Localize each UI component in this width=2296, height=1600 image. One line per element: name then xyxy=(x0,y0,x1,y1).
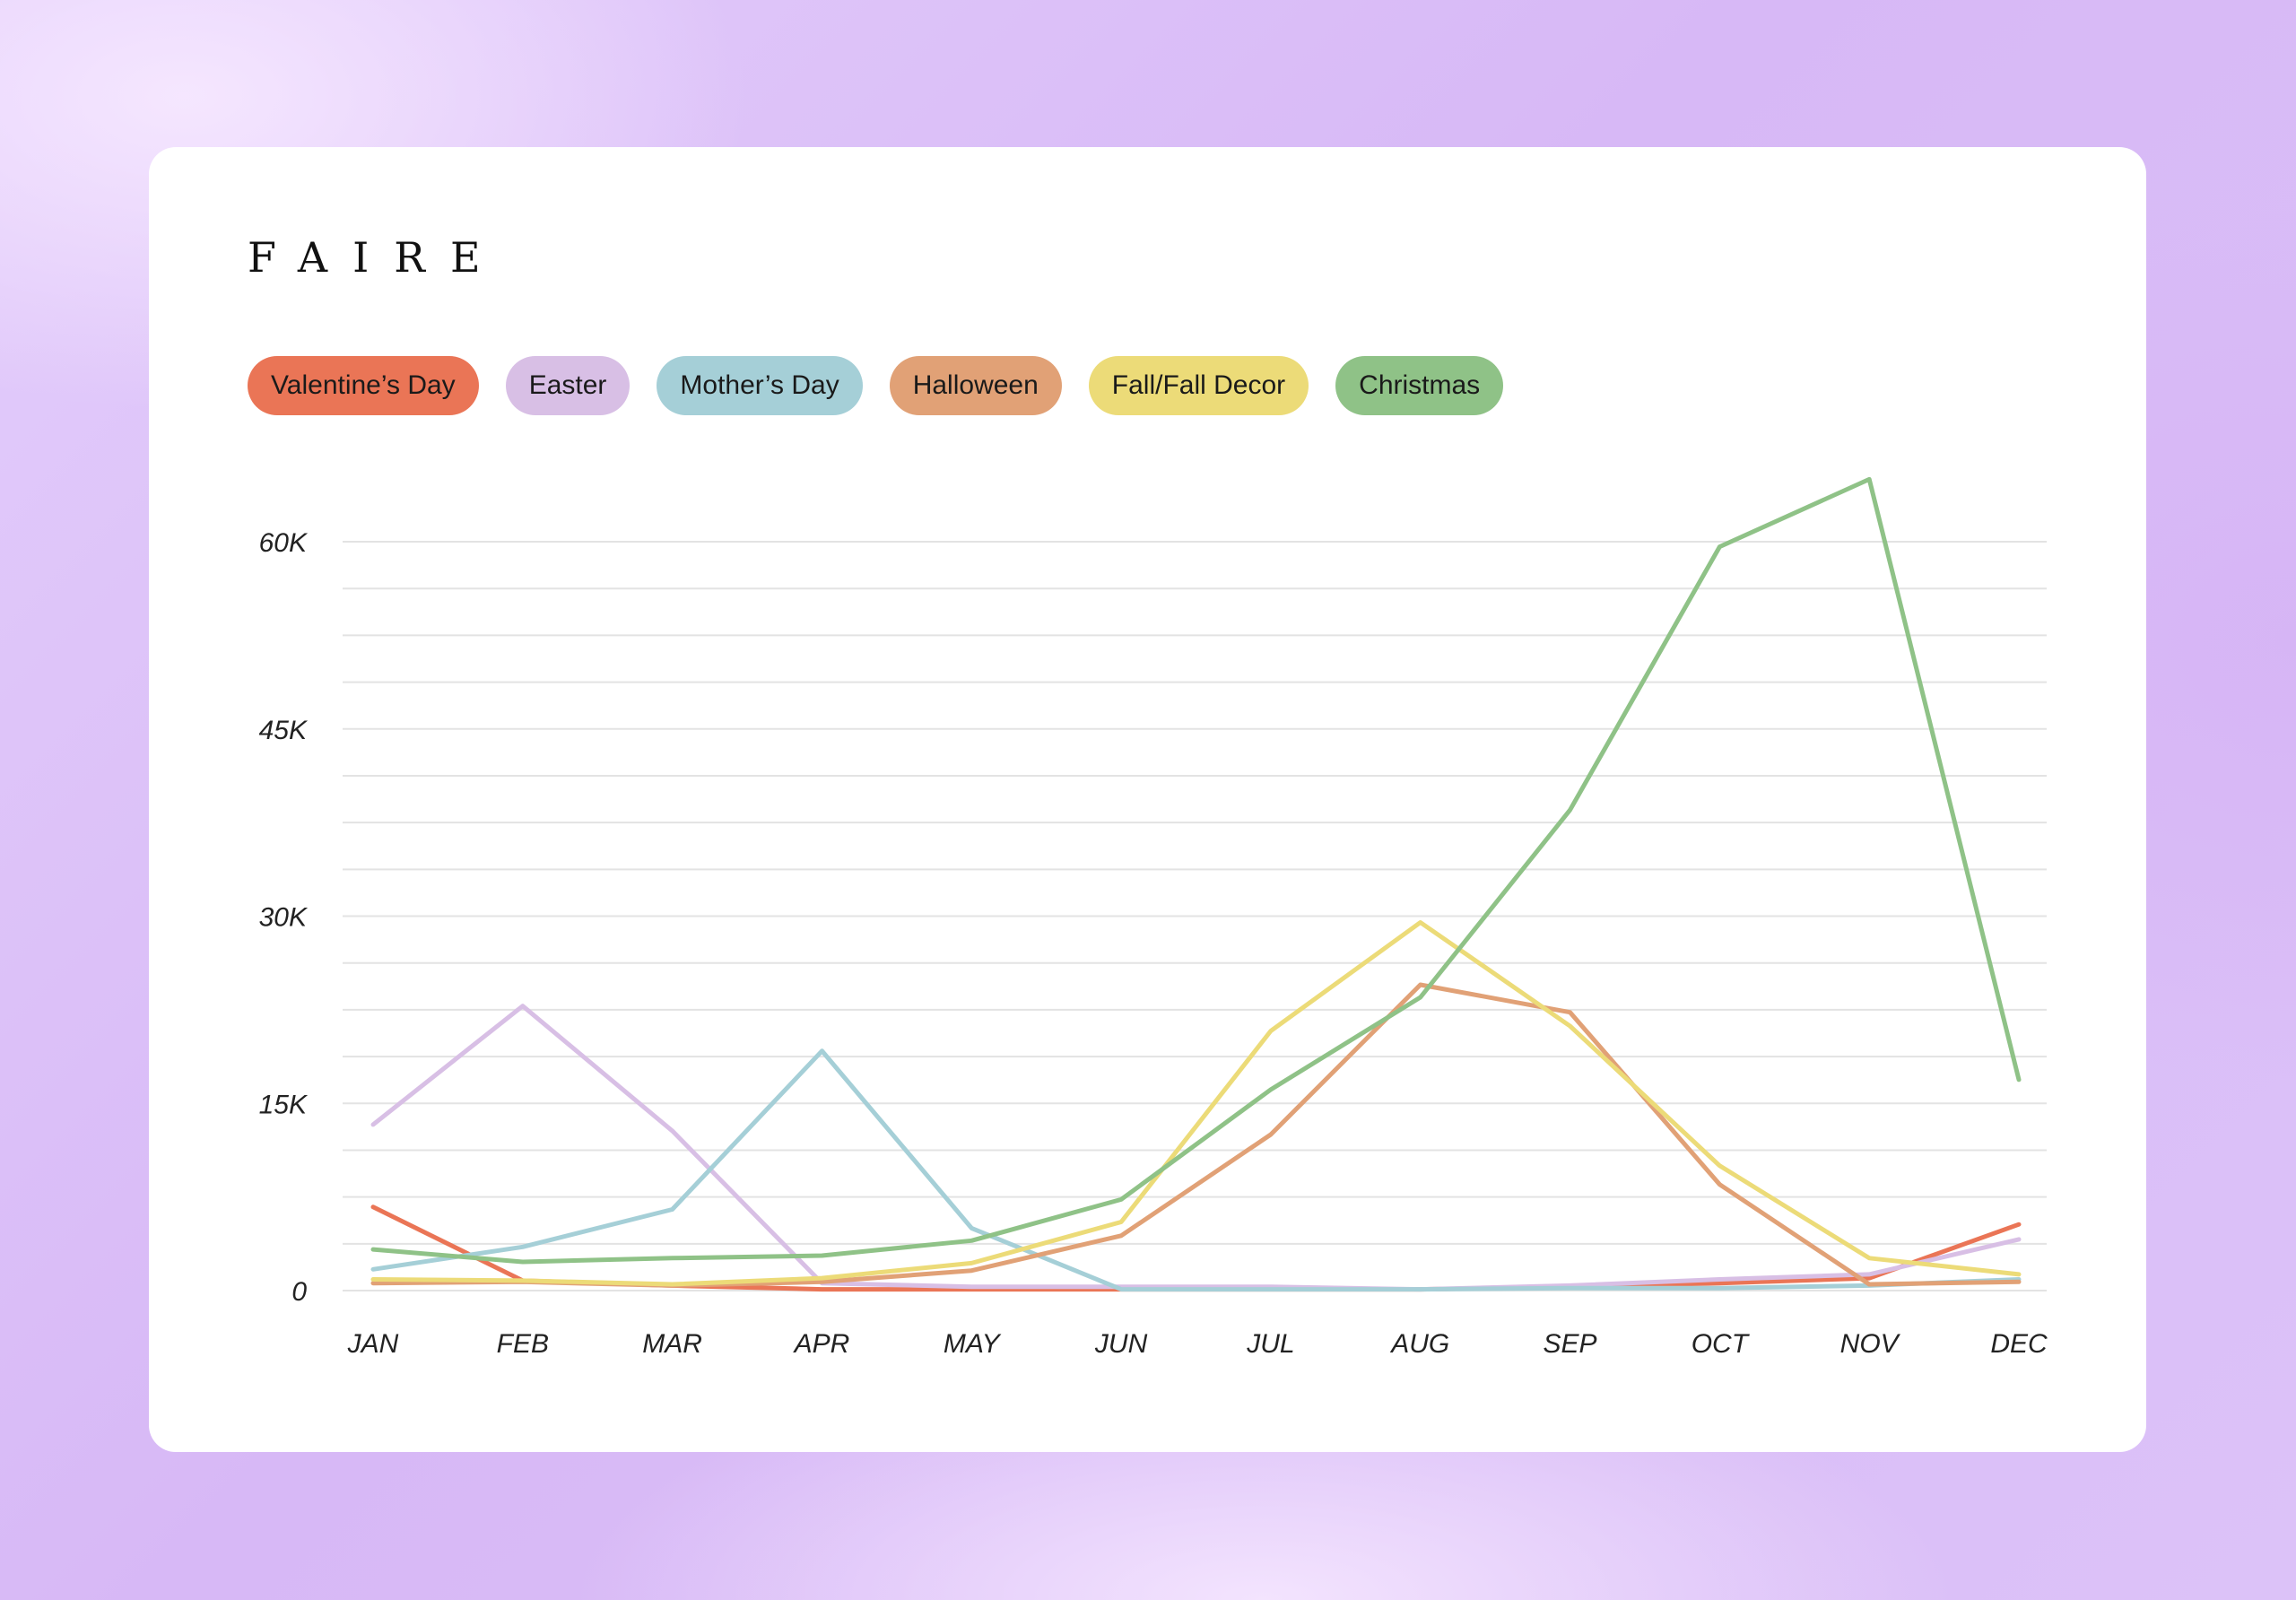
brand-logo: FAIRE xyxy=(248,233,506,282)
line-chart: 0 15K 30K 45K 60K JAN FEB MAR APR MAY JUN JUL AUG SE… xyxy=(259,476,2048,1359)
chart-legend: Valentine’s Day Easter Mother’s Day Hallowe… xyxy=(248,356,1504,415)
legend-item-valentine-s-day[interactable]: Valentine’s Day xyxy=(248,356,479,415)
x-tick-label: AUG xyxy=(1389,1329,1449,1359)
x-tick-label: MAR xyxy=(642,1329,702,1359)
y-tick-label: 15K xyxy=(259,1090,309,1119)
legend-item-easter[interactable]: Easter xyxy=(505,356,631,415)
legend-item-christmas[interactable]: Christmas xyxy=(1335,356,1504,415)
legend-item-fall-fall-decor[interactable]: Fall/Fall Decor xyxy=(1088,356,1309,415)
y-tick-label: 60K xyxy=(259,528,309,558)
chart-card: FAIRE Valentine’s Day Easter Mother’s Day H… xyxy=(149,147,2146,1452)
x-tick-label: SEP xyxy=(1544,1329,1597,1359)
x-axis-ticks: JAN FEB MAR APR MAY JUN JUL AUG SEP OCT NOV DEC xyxy=(347,1329,2048,1359)
series-line-easter xyxy=(370,1004,2022,1292)
legend-item-mother-s-day[interactable]: Mother’s Day xyxy=(657,356,863,415)
series-line-halloween xyxy=(370,982,2022,1288)
x-tick-label: JUL xyxy=(1246,1329,1294,1359)
series-line-mother-s-day xyxy=(370,1048,2022,1292)
legend-item-halloween[interactable]: Halloween xyxy=(889,356,1062,415)
y-tick-label: 0 xyxy=(291,1277,307,1307)
x-tick-label: APR xyxy=(793,1329,850,1359)
grid-lines xyxy=(343,541,2047,1291)
x-tick-label: DEC xyxy=(1990,1329,2048,1359)
x-tick-label: JAN xyxy=(347,1329,399,1359)
x-tick-label: NOV xyxy=(1840,1329,1901,1359)
x-tick-label: MAY xyxy=(944,1329,1002,1359)
series-lines xyxy=(370,476,2022,1292)
y-tick-label: 30K xyxy=(259,903,309,933)
series-line-fall-fall-decor xyxy=(370,920,2022,1287)
x-tick-label: FEB xyxy=(497,1329,549,1359)
x-tick-label: OCT xyxy=(1692,1329,1751,1359)
series-line-christmas xyxy=(370,476,2022,1265)
y-tick-label: 45K xyxy=(259,716,309,745)
x-tick-label: JUN xyxy=(1094,1329,1148,1359)
y-axis-ticks: 0 15K 30K 45K 60K xyxy=(259,528,309,1307)
